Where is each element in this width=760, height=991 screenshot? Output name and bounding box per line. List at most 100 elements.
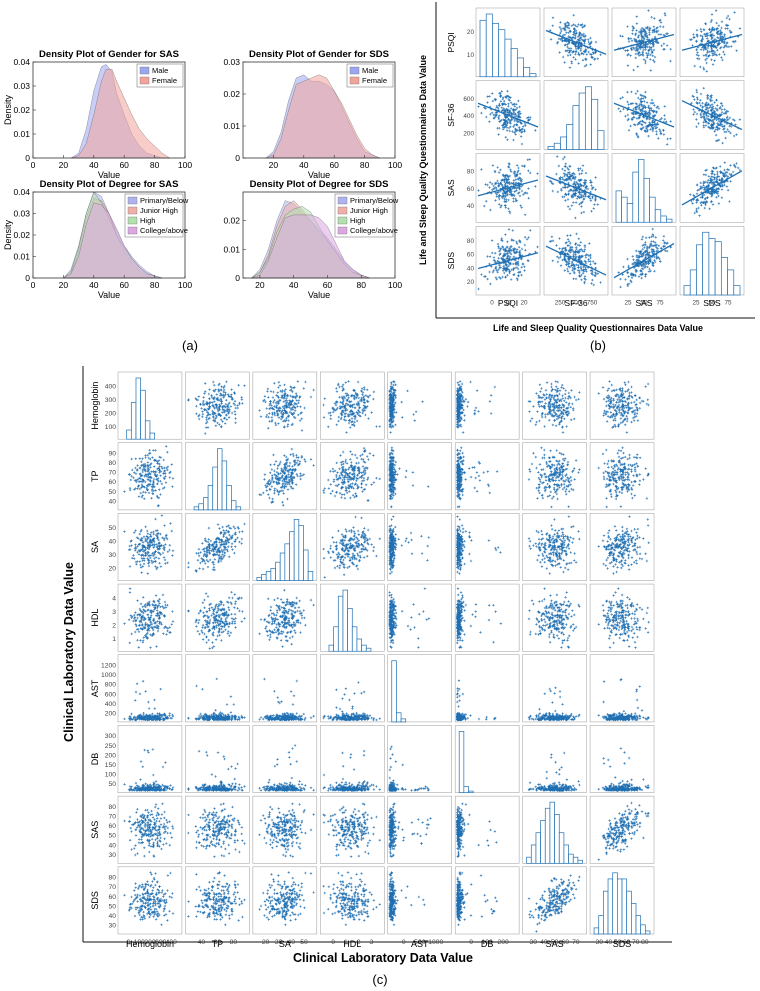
x-tick-label: 0 bbox=[31, 280, 36, 290]
scatter-point bbox=[590, 40, 593, 44]
cell-sf-36-vs-sas bbox=[611, 80, 677, 150]
scatter-point bbox=[504, 103, 507, 106]
legend-swatch-high bbox=[337, 216, 348, 225]
scatter-point bbox=[664, 14, 667, 17]
scatter-point bbox=[570, 37, 573, 40]
scatter-point bbox=[725, 45, 729, 48]
scatter-point bbox=[650, 48, 653, 52]
scatter-point bbox=[634, 33, 637, 37]
scatter-point bbox=[589, 42, 592, 45]
scatter-point bbox=[704, 22, 708, 26]
scatter-point bbox=[652, 59, 655, 62]
histogram-bar bbox=[660, 215, 667, 223]
scatter-point bbox=[495, 104, 498, 108]
y-tick-label: 0.01 bbox=[13, 252, 30, 262]
legend-label-male: Male bbox=[152, 66, 168, 75]
scatter-point bbox=[559, 27, 563, 31]
scatter-point bbox=[502, 102, 506, 105]
scatter-point bbox=[714, 9, 718, 12]
scatter-point bbox=[629, 54, 632, 57]
scatter-point bbox=[559, 31, 562, 35]
scatter-point bbox=[642, 38, 646, 42]
y-tick-label: 40 bbox=[467, 265, 475, 272]
scatter-point bbox=[587, 50, 590, 54]
scatter-point bbox=[666, 32, 669, 35]
scatter-point bbox=[723, 33, 726, 36]
scatter-point bbox=[502, 96, 505, 99]
scatter-point bbox=[728, 29, 732, 32]
scatter-point bbox=[637, 30, 641, 34]
cell-hemoglobin-vs-db bbox=[454, 371, 520, 440]
cell-sas-vs-sas bbox=[611, 153, 677, 223]
y-tick-label: 200 bbox=[105, 410, 117, 417]
scatter-point bbox=[716, 36, 719, 39]
scatter-point bbox=[662, 33, 665, 37]
scatter-point bbox=[699, 48, 703, 51]
density-area-college-above bbox=[62, 202, 163, 279]
scatter-point bbox=[513, 131, 516, 134]
scatter-point bbox=[728, 18, 731, 21]
histogram-bar bbox=[203, 497, 209, 511]
x-tick-label: 80 bbox=[150, 280, 160, 290]
scatter-point bbox=[640, 45, 644, 49]
scatter-point bbox=[639, 44, 642, 47]
scatter-point bbox=[517, 99, 520, 103]
scatter-point bbox=[583, 24, 587, 27]
scatter-point bbox=[708, 50, 711, 53]
scatter-point bbox=[699, 65, 702, 69]
histogram-bar bbox=[226, 485, 232, 511]
scatter-point bbox=[713, 51, 717, 54]
scatter-point bbox=[662, 48, 665, 51]
scatter-point bbox=[497, 117, 501, 121]
histogram-bar bbox=[547, 146, 555, 150]
scatter-point bbox=[710, 33, 714, 36]
scatter-point bbox=[729, 31, 732, 34]
scatter-point bbox=[559, 21, 562, 24]
scatter-point bbox=[509, 101, 513, 104]
scatter-point bbox=[581, 59, 585, 62]
scatter-point bbox=[641, 50, 644, 54]
cell-hemoglobin-vs-hemoglobin bbox=[117, 371, 183, 440]
scatter-point bbox=[652, 29, 655, 32]
scatter-point bbox=[720, 20, 724, 23]
scatter-point bbox=[582, 52, 585, 56]
legend-swatch-primary-below bbox=[337, 196, 348, 205]
scatter-point bbox=[577, 23, 580, 26]
scatter-point bbox=[642, 46, 645, 49]
scatter-point bbox=[722, 50, 725, 54]
column-label-sf-36: SF-36 bbox=[564, 298, 587, 308]
scatter-point bbox=[566, 45, 569, 49]
scatter-point bbox=[717, 36, 721, 40]
scatter-point bbox=[520, 142, 524, 146]
scatter-point bbox=[624, 49, 627, 52]
scatter-point bbox=[705, 61, 708, 65]
histogram-bar bbox=[504, 38, 512, 78]
cell-sas-vs-psqi bbox=[475, 153, 541, 223]
row-label-psqi: PSQI bbox=[446, 32, 456, 52]
scatter-point bbox=[579, 36, 583, 39]
scatter-point bbox=[627, 53, 630, 56]
scatter-point bbox=[636, 65, 639, 68]
scatter-point bbox=[712, 45, 715, 48]
scatter-point bbox=[505, 94, 509, 98]
scatter-point bbox=[574, 24, 577, 27]
scatter-point bbox=[702, 54, 706, 57]
scatter-point bbox=[710, 58, 713, 61]
scatter-point bbox=[710, 44, 713, 48]
histogram-bar bbox=[584, 86, 592, 150]
scatter-point bbox=[701, 35, 704, 38]
histogram-bar bbox=[492, 23, 500, 78]
scatter-point bbox=[722, 41, 726, 44]
scatter-point bbox=[570, 60, 573, 63]
scatter-point bbox=[583, 35, 586, 38]
scatter-point bbox=[648, 31, 651, 34]
legend-label-female: Female bbox=[152, 76, 177, 85]
scatter-point bbox=[519, 135, 523, 138]
scatter-point bbox=[648, 33, 651, 36]
cell-tp-vs-tp bbox=[185, 442, 250, 511]
scatter-point bbox=[701, 38, 704, 41]
scatter-point bbox=[704, 53, 708, 56]
histogram-bar bbox=[235, 506, 242, 511]
scatter-point bbox=[634, 56, 637, 60]
